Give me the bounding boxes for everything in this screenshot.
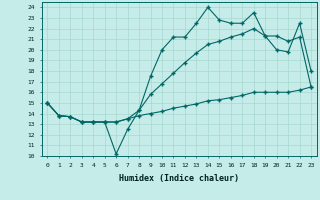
X-axis label: Humidex (Indice chaleur): Humidex (Indice chaleur) <box>119 174 239 183</box>
